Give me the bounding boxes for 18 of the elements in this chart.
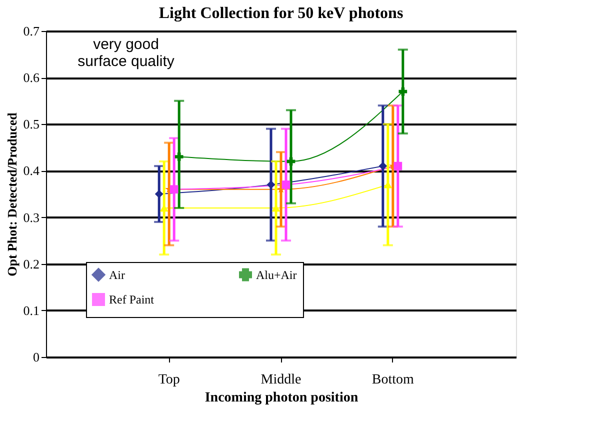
- annotation: very good surface quality: [78, 36, 175, 70]
- chart-title: Light Collection for 50 keV photons: [158, 5, 404, 22]
- y-tick-label: 0.6: [23, 70, 40, 86]
- legend-label: Ref Paint: [109, 292, 155, 306]
- y-axis-title: Opt Phot: Detected/Produced: [4, 112, 20, 276]
- x-tick-label: Middle: [260, 372, 302, 388]
- legend-label: Air: [109, 268, 125, 282]
- x-tick-label: Top: [158, 372, 180, 388]
- y-tick-label: 0.2: [23, 256, 40, 272]
- legend-label: Alu+Air: [256, 268, 297, 282]
- x-tick-label: Bottom: [372, 372, 414, 388]
- y-tick-label: 0.4: [23, 163, 40, 178]
- y-tick-label: 0.1: [23, 302, 40, 318]
- y-tick-label: 0.7: [23, 24, 40, 38]
- y-tick-label: 0.3: [23, 210, 40, 225]
- x-axis-title: Incoming photon position: [204, 390, 358, 406]
- y-tick-label: 0.5: [23, 116, 40, 132]
- y-tick-label: 0: [33, 350, 40, 364]
